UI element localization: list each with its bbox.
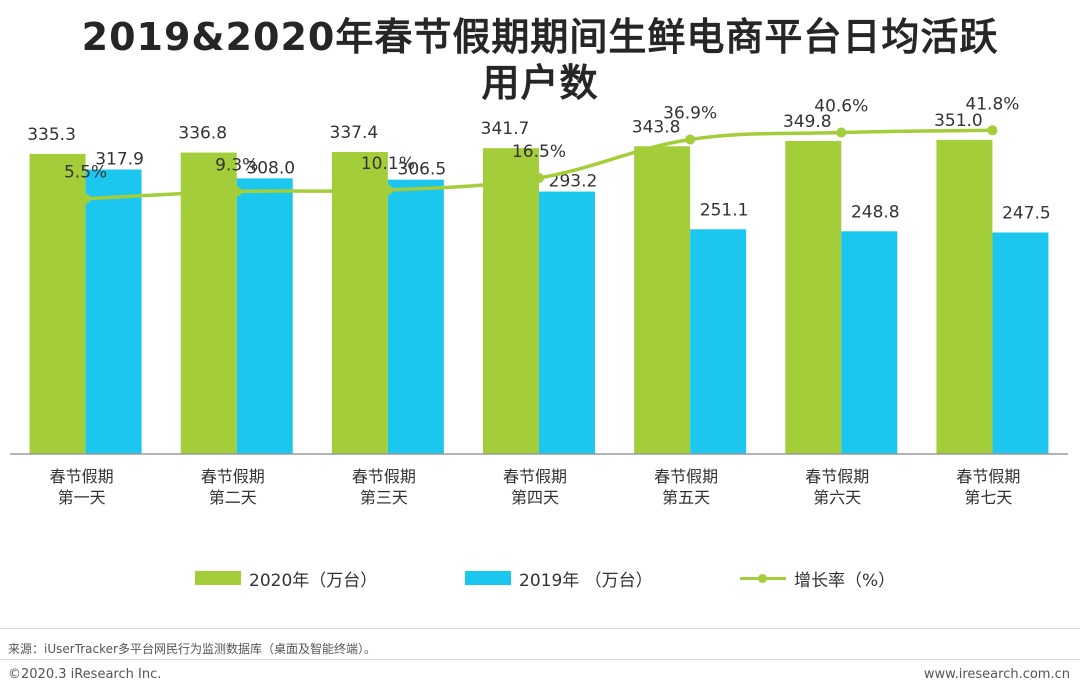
bar-2019-2 <box>236 178 293 454</box>
legend-item-growth: 增长率（%） <box>740 566 896 591</box>
bar-label-2020-5: 343.8 <box>632 117 681 137</box>
x-tick-label-2: 春节假期第二天 <box>201 467 265 507</box>
bar-label-2020-2: 336.8 <box>178 124 227 144</box>
legend-label-growth: 增长率（%） <box>794 570 896 591</box>
bar-label-2020-6: 349.8 <box>783 112 832 132</box>
x-tick-label-6: 春节假期第六天 <box>805 467 869 507</box>
legend-swatch-2019 <box>465 571 511 585</box>
growth-point-6 <box>836 127 847 138</box>
bar-label-2019-1: 317.9 <box>95 149 144 169</box>
x-tick-label-7: 春节假期第七天 <box>956 467 1020 507</box>
legend-item-2020: 2020年（万台） <box>195 566 378 591</box>
footer-divider <box>0 628 1080 629</box>
bar-2020-4 <box>483 148 539 454</box>
chart-title-line-2: 用户数 <box>481 61 599 105</box>
bar-2019-3 <box>387 179 444 454</box>
chart-title: 2019&2020年春节假期期间生鲜电商平台日均活跃 用户数 <box>0 14 1080 106</box>
growth-label-3: 10.1% <box>361 154 415 174</box>
bar-2020-1 <box>29 153 86 454</box>
growth-point-5 <box>685 134 696 145</box>
growth-label-1: 5.5% <box>64 163 107 183</box>
legend-label-2020: 2020年（万台） <box>249 570 378 591</box>
bar-label-2019-2: 308.0 <box>246 158 295 178</box>
legend-swatch-2020 <box>195 571 241 585</box>
bar-2019-7 <box>992 232 1049 454</box>
bar-2020-3 <box>331 152 388 455</box>
growth-label-2: 9.3% <box>215 156 258 176</box>
growth-label-4: 16.5% <box>512 142 566 162</box>
growth-point-7 <box>987 125 998 136</box>
source-note: 来源：iUserTracker多平台网民行为监测数据库（桌面及智能终端）。 <box>8 642 376 656</box>
x-tick-label-3: 春节假期第三天 <box>352 467 416 507</box>
legend-swatch-growth <box>740 571 786 585</box>
legend-label-2019: 2019年 （万台） <box>519 570 653 591</box>
bar-label-2019-4: 293.2 <box>549 172 598 192</box>
chart-plot: 335.3 336.8 337.4 341.7 343.8 349.8 351.0 317.9… <box>10 94 1068 507</box>
bar-label-2020-4: 341.7 <box>481 119 530 139</box>
bar-2019-4 <box>539 191 595 454</box>
bar-2019-1 <box>85 169 142 455</box>
bar-2019-5 <box>690 229 747 454</box>
bar-label-2020-3: 337.4 <box>330 123 379 143</box>
growth-label-6: 40.6% <box>814 97 868 117</box>
growth-point-1 <box>80 193 91 204</box>
bar-2020-6 <box>785 140 842 454</box>
x-tick-label-4: 春节假期第四天 <box>503 467 567 507</box>
growth-label-7: 41.8% <box>965 94 1019 114</box>
bar-2020-2 <box>180 152 237 454</box>
legend-item-2019: 2019年 （万台） <box>465 566 653 591</box>
bar-2020-7 <box>936 139 993 455</box>
growth-point-3 <box>382 185 393 196</box>
x-tick-label-5: 春节假期第五天 <box>654 467 718 507</box>
bar-label-2019-3: 306.5 <box>398 160 447 180</box>
footer-divider-bottom <box>0 659 1080 660</box>
growth-label-5: 36.9% <box>663 104 717 124</box>
bar-label-2019-5: 251.1 <box>700 200 749 220</box>
growth-point-2 <box>231 186 242 197</box>
copyright: ©2020.3 iResearch Inc. <box>8 667 162 682</box>
website: www.iresearch.com.cn <box>923 667 1070 682</box>
bar-2019-6 <box>841 231 898 454</box>
bar-label-2019-7: 247.5 <box>1002 203 1051 223</box>
growth-point-4 <box>534 172 544 183</box>
bar-label-2019-6: 248.8 <box>851 202 900 222</box>
bar-2020-5 <box>634 146 691 454</box>
bar-label-2020-1: 335.3 <box>27 125 76 145</box>
bar-label-2020-7: 351.0 <box>934 111 983 131</box>
x-tick-label-1: 春节假期第一天 <box>50 467 114 507</box>
chart-title-line-1: 2019&2020年春节假期期间生鲜电商平台日均活跃 <box>81 15 999 59</box>
